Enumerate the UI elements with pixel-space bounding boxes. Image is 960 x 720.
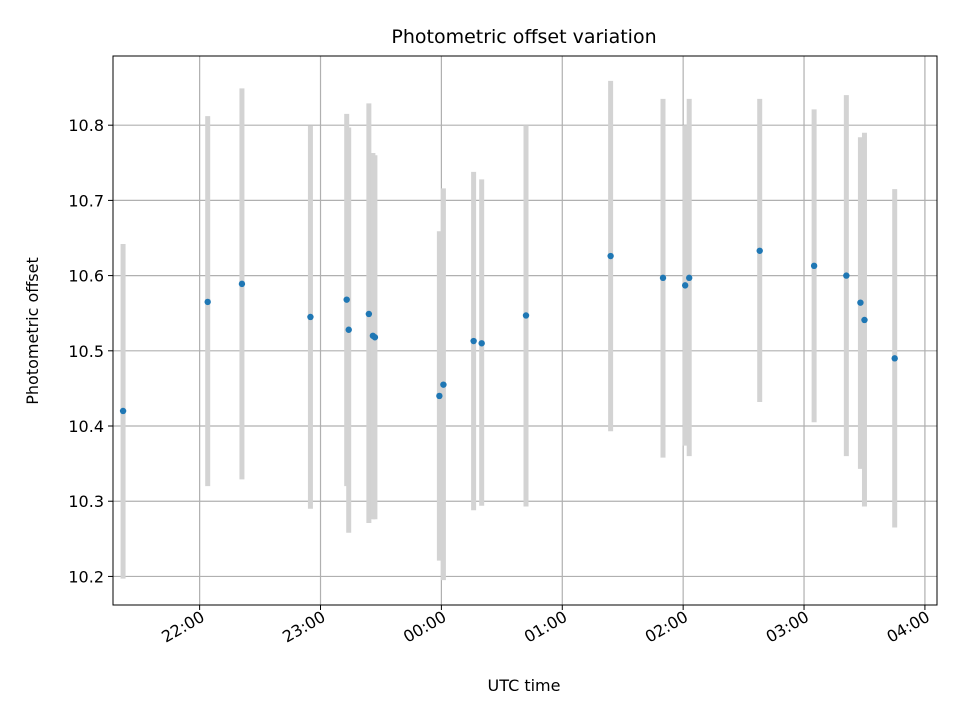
error-bars <box>120 80 898 581</box>
x-axis-ticks: 22:00 23:00 00:00 01:00 02:00 03:00 04:00 <box>158 605 933 647</box>
data-point <box>345 326 352 333</box>
y-tick-label: 10.7 <box>68 191 104 210</box>
y-tick-label: 10.2 <box>68 567 104 586</box>
data-point <box>659 274 667 282</box>
data-point <box>522 312 530 319</box>
data-point <box>681 282 689 289</box>
data-point <box>343 296 350 303</box>
y-tick-label: 10.4 <box>68 417 104 436</box>
data-point <box>810 262 818 270</box>
x-tick-label: 04:00 <box>883 607 932 647</box>
data-point <box>685 274 693 282</box>
data-point <box>119 407 127 415</box>
data-point <box>756 247 763 254</box>
chart-title: Photometric offset variation <box>391 26 656 48</box>
x-tick-label: 02:00 <box>642 607 691 647</box>
data-point <box>204 298 211 306</box>
data-point <box>478 340 485 347</box>
data-point <box>861 316 868 324</box>
data-point <box>307 313 314 321</box>
data-point <box>238 280 246 288</box>
y-axis-ticks: 10.2 10.3 10.4 10.5 10.6 10.7 10.8 <box>68 116 113 586</box>
y-tick-label: 10.6 <box>68 267 104 286</box>
plot-area-frame <box>112 55 938 606</box>
x-tick-label: 23:00 <box>279 607 328 647</box>
y-tick-label: 10.5 <box>68 342 104 361</box>
data-point <box>607 252 614 260</box>
x-axis-label: UTC time <box>488 676 561 695</box>
data-point <box>857 299 864 306</box>
x-tick-label: 03:00 <box>763 607 812 647</box>
data-point <box>891 355 898 362</box>
data-point <box>470 337 477 345</box>
x-tick-label: 22:00 <box>158 607 207 647</box>
data-points <box>119 247 898 415</box>
data-point <box>440 381 447 388</box>
data-point <box>843 272 850 279</box>
data-point <box>436 392 443 400</box>
y-axis-label: Photometric offset <box>23 257 42 405</box>
x-tick-label: 00:00 <box>400 607 449 647</box>
data-point <box>365 310 373 318</box>
data-point <box>371 334 379 341</box>
y-tick-label: 10.3 <box>68 492 104 511</box>
y-tick-label: 10.8 <box>68 116 104 135</box>
x-tick-label: 01:00 <box>521 607 570 647</box>
